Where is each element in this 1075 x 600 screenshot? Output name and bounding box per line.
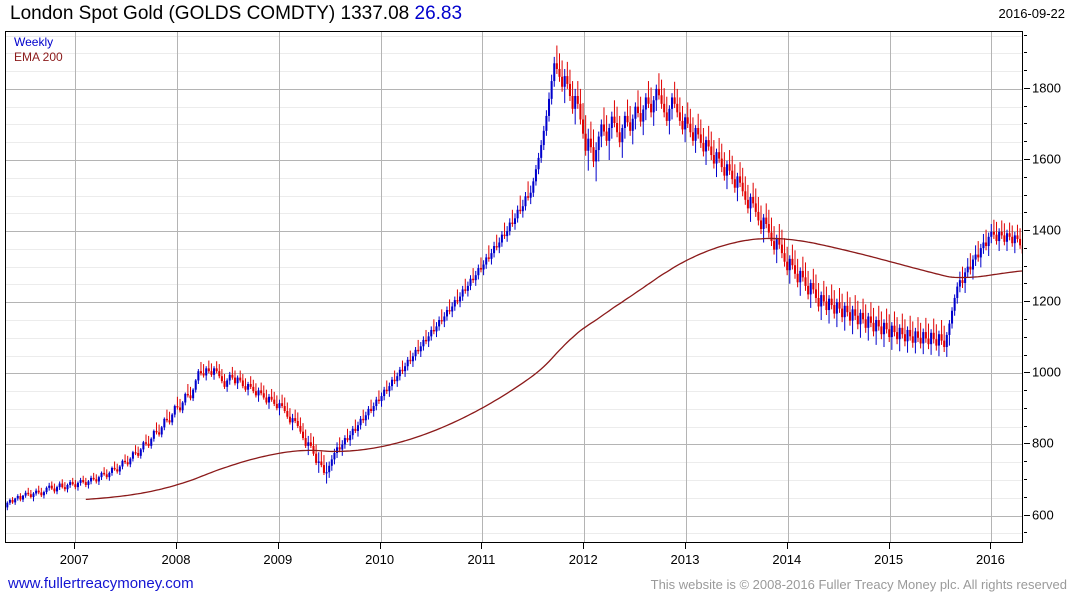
- chart-legend: Weekly EMA 200: [14, 35, 63, 65]
- date-axis-label: 2009: [263, 552, 293, 567]
- chart-header: London Spot Gold (GOLDS COMDTY) 1337.08 …: [0, 0, 1075, 28]
- price-tick-minor: [1024, 106, 1027, 107]
- price-axis-label: 1000: [1032, 364, 1061, 380]
- date-axis-label: 2008: [161, 552, 191, 567]
- price-tick-minor: [1024, 319, 1027, 320]
- price-tick-minor: [1024, 337, 1027, 338]
- date-axis-label: 2007: [59, 552, 89, 567]
- date-tick: [990, 543, 991, 549]
- date-tick: [685, 543, 686, 549]
- date-tick: [481, 543, 482, 549]
- price-tick-minor: [1024, 461, 1027, 462]
- price-tick-major: [1024, 372, 1030, 373]
- date-tick: [278, 543, 279, 549]
- candlestick-layer: [6, 45, 1022, 511]
- price-tick-major: [1024, 88, 1030, 89]
- price-tick-minor: [1024, 390, 1027, 391]
- price-tick-major: [1024, 159, 1030, 160]
- date-axis-label: 2016: [975, 552, 1005, 567]
- price-axis-label: 1200: [1032, 293, 1061, 309]
- date-axis-label: 2014: [772, 552, 802, 567]
- instrument-name: London Spot Gold (GOLDS COMDTY): [10, 3, 336, 24]
- date-axis-label: 2011: [467, 552, 496, 567]
- price-axis-label: 800: [1032, 435, 1054, 451]
- page-title: London Spot Gold (GOLDS COMDTY) 1337.08 …: [10, 3, 462, 25]
- price-tick-minor: [1024, 123, 1027, 124]
- price-tick-minor: [1024, 532, 1027, 533]
- price-plot[interactable]: Weekly EMA 200: [5, 31, 1023, 543]
- price-tick-major: [1024, 515, 1030, 516]
- price-tick-minor: [1024, 35, 1027, 36]
- price-tick-minor: [1024, 52, 1027, 53]
- price-axis-label: 1400: [1032, 222, 1061, 238]
- grid-layer: [6, 32, 1022, 542]
- price-tick-minor: [1024, 177, 1027, 178]
- date-axis-label: 2015: [874, 552, 904, 567]
- date-axis-label: 2013: [670, 552, 700, 567]
- last-price: 1337.08: [340, 3, 410, 24]
- price-tick-major: [1024, 443, 1030, 444]
- date-tick: [583, 543, 584, 549]
- chart-date: 2016-09-22: [998, 6, 1066, 21]
- date-axis-label: 2010: [365, 552, 395, 567]
- chart-footer: www.fullertreacymoney.com This website i…: [0, 573, 1075, 600]
- site-url[interactable]: www.fullertreacymoney.com: [8, 575, 194, 592]
- date-tick: [889, 543, 890, 549]
- price-tick-minor: [1024, 426, 1027, 427]
- date-axis-label: 2012: [568, 552, 598, 567]
- legend-ema: EMA 200: [14, 50, 63, 64]
- price-tick-minor: [1024, 408, 1027, 409]
- price-change: 26.83: [414, 3, 463, 24]
- date-tick: [380, 543, 381, 549]
- price-axis: 600 800 1000 1200 1400 1600 1800: [1024, 31, 1075, 543]
- price-tick-minor: [1024, 266, 1027, 267]
- price-tick-minor: [1024, 479, 1027, 480]
- price-axis-label: 1600: [1032, 151, 1061, 167]
- date-tick: [176, 543, 177, 549]
- price-tick-minor: [1024, 195, 1027, 196]
- date-tick: [787, 543, 788, 549]
- copyright-notice: This website is © 2008-2016 Fuller Treac…: [650, 577, 1067, 592]
- price-axis-label: 600: [1032, 507, 1054, 523]
- price-tick-minor: [1024, 283, 1027, 284]
- legend-interval: Weekly: [14, 35, 54, 49]
- price-tick-minor: [1024, 248, 1027, 249]
- price-tick-minor: [1024, 497, 1027, 498]
- price-tick-minor: [1024, 355, 1027, 356]
- price-tick-minor: [1024, 212, 1027, 213]
- date-axis: 2007 2008 2009 2010 2011 2012 2013 2014 2015 2016: [5, 543, 1023, 571]
- price-tick-major: [1024, 301, 1030, 302]
- price-tick-minor: [1024, 70, 1027, 71]
- price-axis-label: 1800: [1032, 80, 1061, 96]
- date-tick: [74, 543, 75, 549]
- plot-area-wrapper: Weekly EMA 200: [5, 31, 1023, 543]
- price-tick-major: [1024, 230, 1030, 231]
- price-tick-minor: [1024, 141, 1027, 142]
